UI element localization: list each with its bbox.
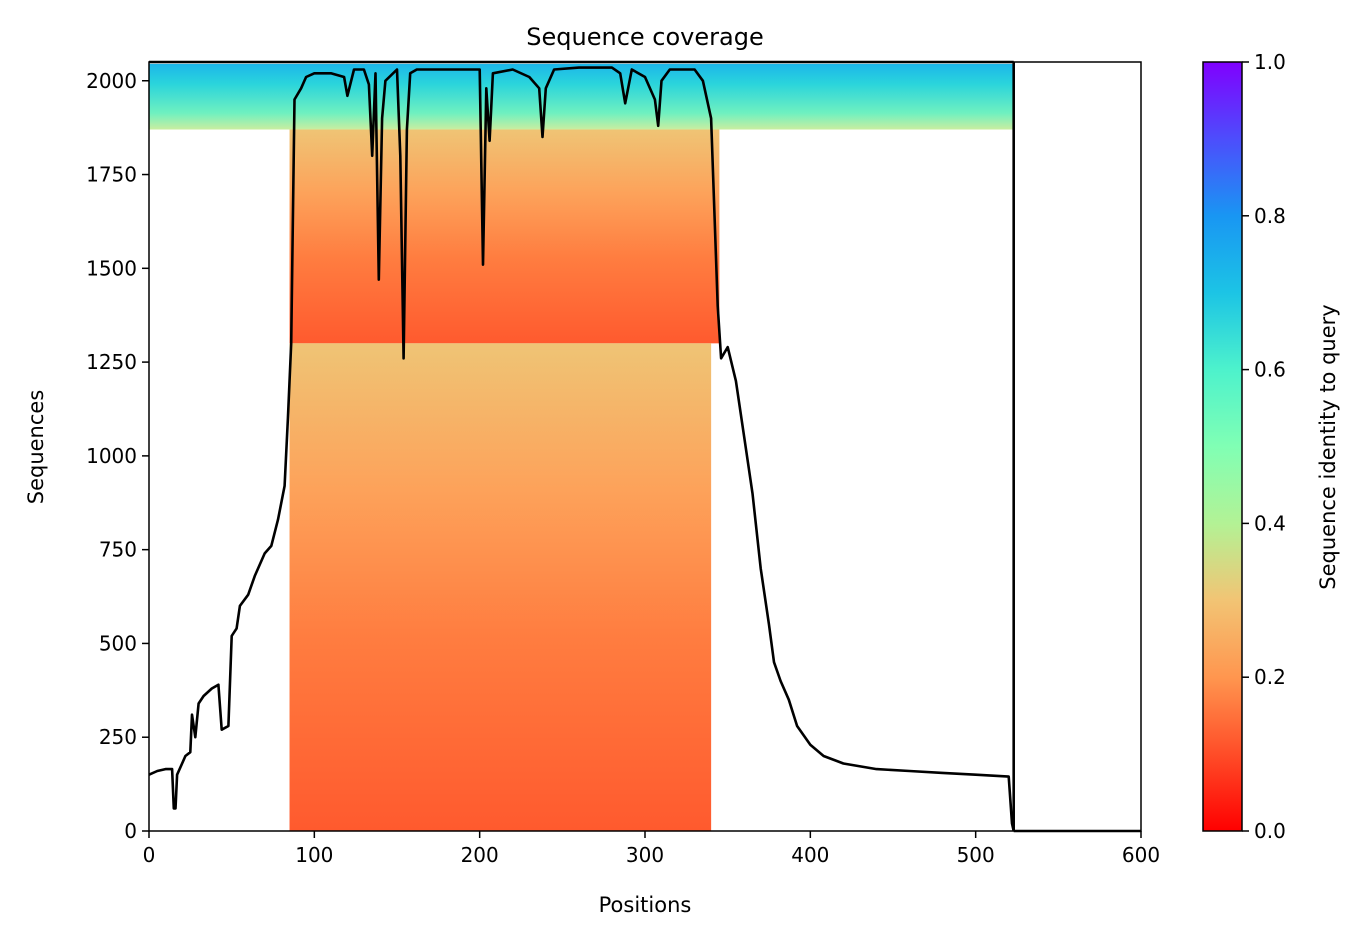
colorbar-tick-label: 0.6	[1254, 358, 1286, 382]
y-tick-label: 1250	[86, 350, 137, 374]
colorbar-tick-label: 1.0	[1254, 50, 1286, 74]
y-tick-label: 500	[99, 631, 137, 655]
y-tick-label: 750	[99, 538, 137, 562]
y-tick-label: 0	[124, 819, 137, 843]
x-tick-label: 200	[461, 843, 499, 867]
colorbar-tick-label: 0.4	[1254, 511, 1286, 535]
chart-title: Sequence coverage	[526, 23, 763, 51]
x-tick-label: 500	[957, 843, 995, 867]
colorbar-gradient	[1202, 61, 1243, 832]
colorbar-ticks: 0.0 0.2 0.4 0.6 0.8 1.0	[1242, 50, 1286, 843]
colorbar-tick-label: 0.8	[1254, 204, 1286, 228]
y-axis-label: Sequences	[24, 390, 48, 505]
x-tick-label: 400	[791, 843, 829, 867]
colorbar-tick-label: 0.2	[1254, 665, 1286, 689]
colorbar-tick-label: 0.0	[1254, 819, 1286, 843]
coverage-line	[148, 66, 1015, 832]
y-tick-label: 1000	[86, 444, 137, 468]
x-tick-label: 300	[626, 843, 664, 867]
x-tick-label: 0	[143, 843, 156, 867]
colorbar: 0.0 0.2 0.4 0.6 0.8 1.0 Sequence identity to …	[1202, 50, 1340, 843]
coverage-block	[289, 129, 720, 344]
x-tick-label: 600	[1122, 843, 1160, 867]
plot-area: 0 100 200 300 400 500 600 0 250 500 750 1000 1250 150…	[86, 60, 1160, 867]
y-tick-label: 2000	[86, 69, 137, 93]
y-tick-label: 250	[99, 725, 137, 749]
y-tick-label: 1750	[86, 163, 137, 187]
colorbar-label: Sequence identity to query	[1316, 304, 1340, 589]
coverage-block	[149, 63, 1014, 130]
coverage-block	[289, 343, 712, 831]
x-axis-label: Positions	[599, 893, 692, 917]
x-tick-label: 100	[295, 843, 333, 867]
y-tick-label: 1500	[86, 256, 137, 280]
